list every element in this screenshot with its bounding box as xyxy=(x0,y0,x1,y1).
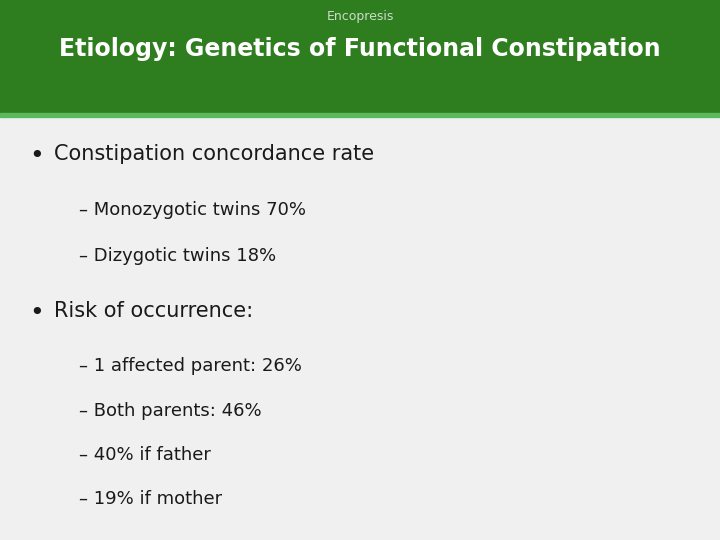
Text: – 19% if mother: – 19% if mother xyxy=(79,490,222,508)
Text: Etiology: Genetics of Functional Constipation: Etiology: Genetics of Functional Constip… xyxy=(59,37,661,60)
Text: •: • xyxy=(29,144,43,168)
FancyBboxPatch shape xyxy=(0,0,720,113)
Text: Encopresis: Encopresis xyxy=(326,10,394,23)
Text: •: • xyxy=(29,301,43,325)
Text: – 1 affected parent: 26%: – 1 affected parent: 26% xyxy=(79,357,302,375)
Text: Constipation concordance rate: Constipation concordance rate xyxy=(54,144,374,164)
Text: – Dizygotic twins 18%: – Dizygotic twins 18% xyxy=(79,247,276,265)
Text: – Both parents: 46%: – Both parents: 46% xyxy=(79,402,262,420)
Text: – 40% if father: – 40% if father xyxy=(79,446,211,464)
Text: Risk of occurrence:: Risk of occurrence: xyxy=(54,301,253,321)
Text: – Monozygotic twins 70%: – Monozygotic twins 70% xyxy=(79,201,306,219)
FancyBboxPatch shape xyxy=(0,113,720,117)
